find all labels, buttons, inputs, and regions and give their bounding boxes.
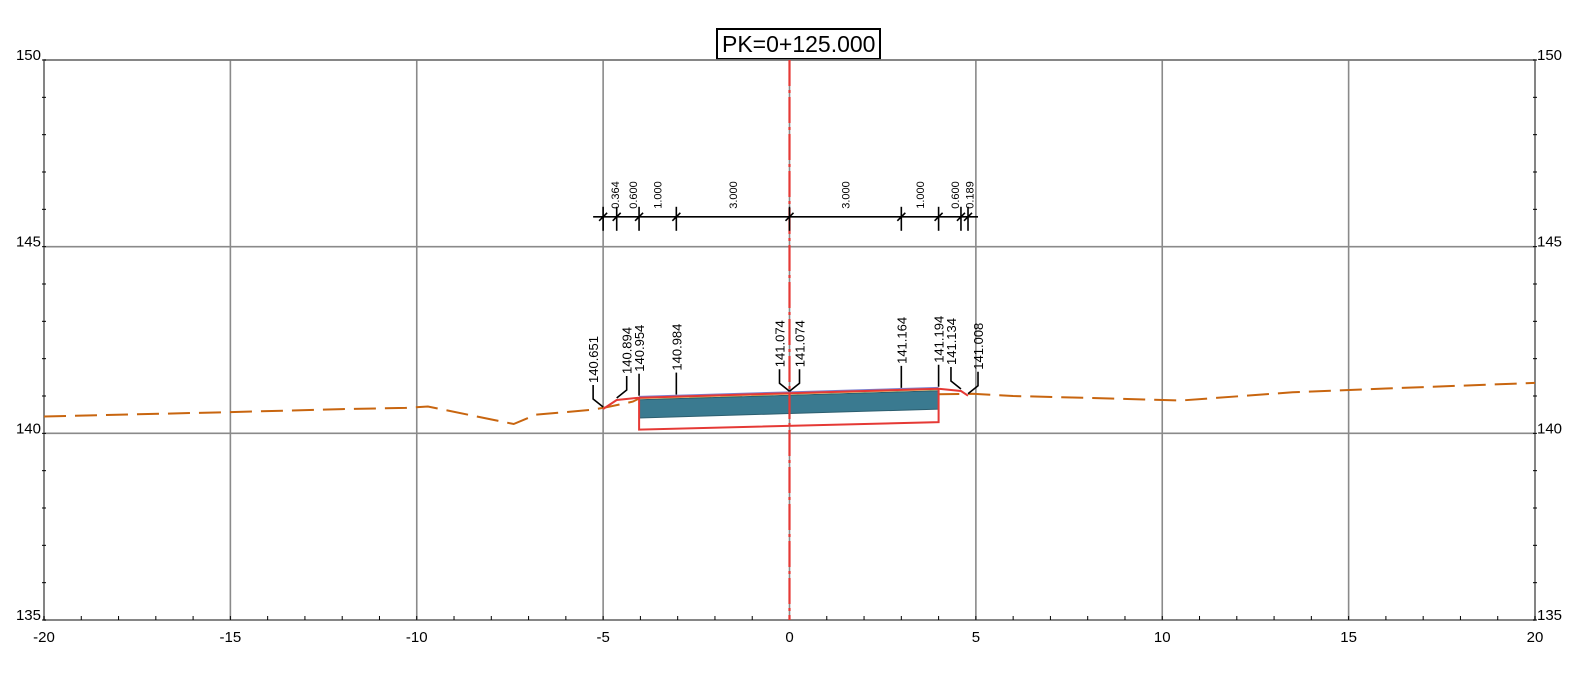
dimension-label: 0.189 [965,181,977,209]
elevation-label: 141.074 [793,320,808,367]
x-tick-label: -20 [33,629,55,646]
x-tick-label: 10 [1154,629,1171,646]
elevation-label: 140.954 [632,325,647,372]
elevation-label: 141.194 [932,316,947,363]
dimension-tick [934,212,944,222]
x-tick-label: 0 [785,629,793,646]
y-tick-label-left: 145 [16,234,41,251]
dimension-tick [634,212,644,222]
elevation-label: 140.984 [669,324,684,371]
x-tick-label: 15 [1340,629,1357,646]
dimension-tick [896,212,906,222]
elevation-leader [592,385,604,408]
y-tick-label-left: 135 [16,607,41,624]
elevation-leader [967,371,979,395]
x-tick-label: -15 [220,629,242,646]
dimension-tick [612,212,622,222]
y-tick-label-right: 145 [1537,234,1562,251]
dimension-label: 1.000 [653,181,665,209]
grid [43,59,1536,621]
tick-labels: -20 -15 -10 -5 0 5 10 15 20 150 145 140 135 150 145 140… [16,47,1562,646]
x-tick-label: 20 [1527,629,1544,646]
elevation-leader [778,369,790,392]
dimension-tick [598,212,608,222]
x-tick-label: 5 [972,629,980,646]
dimension-layer: 0.364 0.600 1.000 3.000 3.000 1.000 0.600 0.189 [593,181,979,231]
elevation-label: 140.651 [586,336,601,383]
elevation-label: 141.134 [944,318,959,365]
y-tick-label-left: 150 [16,47,41,64]
dimension-label: 0.600 [950,181,962,209]
elevation-leader [616,375,628,399]
wearing-course [639,386,939,398]
dimension-tick [963,212,973,222]
dimension-label: 3.000 [840,181,852,209]
dimension-tick [956,212,966,222]
y-tick-label-right: 140 [1537,420,1562,437]
dimension-label: 0.600 [628,181,640,209]
elevation-label: 141.074 [773,320,788,367]
elevation-label: 140.894 [620,327,635,374]
x-tick-label: -10 [406,629,428,646]
dimension-label: 3.000 [728,181,740,209]
elevation-leader [950,366,962,390]
dimension-label: 0.364 [610,181,622,209]
y-tick-label-right: 135 [1537,607,1562,624]
dimension-tick [671,212,681,222]
elevation-label: 141.008 [971,323,986,370]
y-tick-label-left: 140 [16,420,41,437]
dimension-label: 1.000 [915,181,927,209]
minor-ticks [42,59,1537,621]
x-tick-label: -5 [596,629,609,646]
elevation-label: 141.164 [894,317,909,364]
dimension-tick [784,212,795,222]
elevation-leader [789,369,801,392]
y-tick-label-right: 150 [1537,47,1562,64]
section-title: PK=0+125.000 [716,28,882,60]
